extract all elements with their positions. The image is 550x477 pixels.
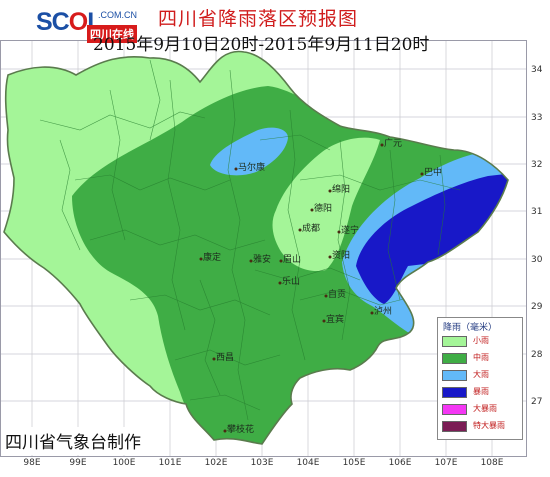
lon-label: 107E	[435, 458, 458, 468]
place-label: 攀枝花	[227, 423, 254, 435]
lon-label: 100E	[113, 458, 136, 468]
place-label: 巴中	[424, 166, 442, 178]
legend-swatch	[442, 387, 467, 398]
legend-item: 小雨	[442, 335, 522, 348]
lon-label: 108E	[481, 458, 504, 468]
legend-item: 大暴雨	[442, 403, 522, 416]
place-label: 广元	[384, 137, 402, 149]
place-label: 马尔康	[238, 161, 265, 173]
lat-label: 27	[531, 397, 542, 407]
lat-label: 28	[531, 350, 543, 360]
legend-item: 大雨	[442, 369, 522, 382]
place-label: 西昌	[216, 352, 234, 363]
lon-label: 106E	[389, 458, 412, 468]
lon-label: 102E	[205, 458, 228, 468]
place-label: 德阳	[314, 202, 332, 214]
legend-label: 大暴雨	[473, 404, 497, 413]
place-label: 遂宁	[341, 224, 359, 236]
producer-credit: 四川省气象台制作	[3, 427, 145, 455]
lon-labels: 98E 99E 100E 101E 102E 103E 104E 105E 10…	[23, 458, 503, 468]
place-label: 乐山	[282, 275, 300, 287]
logo-cn: 四川在线	[87, 25, 137, 43]
place-label: 绵阳	[332, 183, 350, 195]
legend-label: 中雨	[473, 353, 489, 362]
place-labels: 马尔康 广元 巴中 绵阳 德阳 成都 雅安 眉山 遂宁 康定 乐山 资阳 自贡 …	[203, 137, 442, 435]
lon-label: 104E	[297, 458, 320, 468]
place-label: 眉山	[283, 254, 301, 265]
lat-labels: 34 33 32 31 30 29 28 27	[531, 65, 543, 407]
lat-label: 30	[531, 255, 543, 265]
legend-swatch	[442, 421, 467, 432]
lat-label: 34	[531, 65, 543, 75]
legend-swatch	[442, 404, 467, 415]
logo-domain: .COM.CN	[98, 10, 137, 20]
legend-label: 暴雨	[473, 387, 489, 396]
lat-label: 29	[531, 302, 543, 312]
lon-label: 105E	[343, 458, 366, 468]
legend-label: 大雨	[473, 370, 489, 379]
legend-label: 小雨	[473, 336, 489, 345]
place-label: 自贡	[328, 288, 346, 300]
legend-swatch	[442, 370, 467, 381]
place-label: 康定	[203, 251, 221, 263]
legend-swatch	[442, 353, 467, 364]
legend-item: 特大暴雨	[442, 420, 522, 433]
legend-item: 暴雨	[442, 386, 522, 399]
legend-label: 特大暴雨	[473, 421, 505, 430]
map-title: 四川省降雨落区预报图	[158, 8, 359, 30]
place-label: 成都	[302, 222, 320, 234]
legend-swatch	[442, 336, 467, 347]
lat-label: 33	[531, 113, 542, 123]
legend-title: 降雨（毫米）	[443, 323, 498, 333]
place-label: 泸州	[374, 306, 392, 317]
lon-label: 103E	[251, 458, 274, 468]
rainfall-legend: 降雨（毫米） 小雨 中雨 大雨 暴雨 大暴雨 特大暴雨	[437, 317, 523, 440]
lat-label: 31	[531, 207, 542, 217]
place-label: 资阳	[332, 250, 350, 261]
lon-label: 99E	[69, 458, 86, 468]
legend-item: 中雨	[442, 352, 522, 365]
place-label: 宜宾	[326, 313, 344, 325]
admin-boundaries	[39, 59, 461, 421]
zone-light-rain-central	[272, 137, 380, 272]
zone-heavy-rain-west	[210, 127, 288, 176]
lon-label: 98E	[23, 458, 40, 468]
lon-label: 101E	[159, 458, 182, 468]
map-subtitle: 2015年9月10日20时-2015年9月11日20时	[93, 35, 430, 55]
scol-logo: SCOL .COM.CN 四川在线	[36, 8, 140, 48]
place-label: 雅安	[253, 253, 271, 265]
city-markers	[199, 143, 424, 433]
map-frame	[0, 40, 527, 457]
lat-label: 32	[531, 160, 542, 170]
